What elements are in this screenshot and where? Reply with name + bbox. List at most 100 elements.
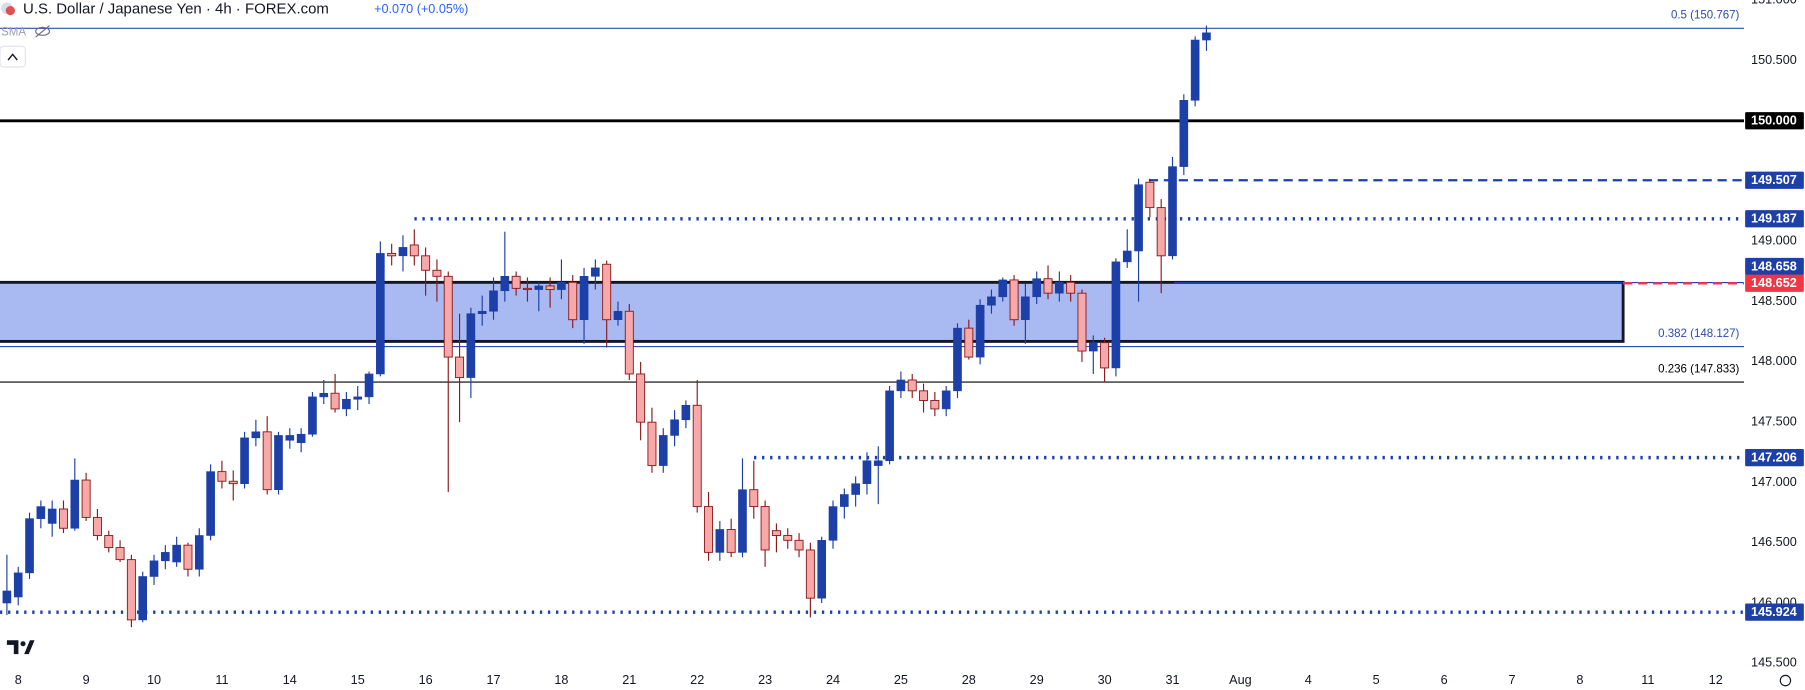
- y-tick-label: 149.000: [1751, 234, 1797, 248]
- y-tick-label: 150.500: [1751, 53, 1797, 67]
- candle-body: [1111, 261, 1121, 369]
- candle-body: [194, 535, 204, 570]
- candle-body: [149, 560, 159, 577]
- candle-body: [138, 576, 148, 621]
- level-label-box: [1745, 171, 1804, 189]
- x-tick-label: 17: [486, 673, 500, 687]
- candle-body: [342, 398, 351, 410]
- candle-body: [81, 479, 91, 518]
- y-tick-label: 148.500: [1751, 294, 1797, 308]
- candle-body: [1088, 342, 1098, 352]
- candle-body: [975, 304, 985, 358]
- level-label: 145.924: [1751, 605, 1797, 619]
- level-label: 149.507: [1751, 173, 1797, 187]
- candle-body: [47, 508, 57, 524]
- visibility-icon[interactable]: [35, 25, 51, 38]
- candle-body: [115, 547, 125, 561]
- candle-body: [104, 535, 114, 549]
- candle-body: [771, 530, 781, 536]
- price-axis: 145.500146.000146.500147.000147.500148.0…: [1745, 0, 1804, 687]
- legend-header: U.S. Dollar / Japanese Yen · 4h · FOREX.…: [0, 0, 468, 68]
- candle-body: [466, 313, 476, 378]
- candle-body: [987, 296, 996, 306]
- candle-body: [783, 535, 793, 541]
- candle-body: [13, 572, 23, 598]
- x-tick-label: 29: [1030, 673, 1044, 687]
- x-tick-label: 24: [826, 673, 840, 687]
- candle-body: [907, 379, 917, 392]
- candle-body: [964, 327, 974, 358]
- level-label: 148.658: [1751, 259, 1797, 273]
- candle-body: [511, 275, 521, 289]
- x-tick-label: 22: [690, 673, 704, 687]
- x-tick-label: 10: [147, 673, 161, 687]
- candle-body: [840, 494, 849, 507]
- x-tick-label: 15: [351, 673, 365, 687]
- y-tick-label: 151.000: [1751, 0, 1797, 7]
- candle-body: [636, 373, 646, 423]
- fib-label: 0.382 (148.127): [1658, 328, 1739, 340]
- x-tick-label: 11: [1641, 673, 1654, 687]
- level-label-box: [1745, 210, 1804, 228]
- candle-body: [500, 276, 510, 292]
- x-tick-label: 31: [1165, 673, 1179, 687]
- y-tick-label: 145.500: [1751, 656, 1797, 670]
- level-label-box: [1745, 448, 1804, 467]
- candle-body: [25, 518, 34, 574]
- candle-body: [953, 327, 962, 392]
- candle-body: [794, 539, 804, 551]
- candle-body: [421, 255, 431, 271]
- level-label: 147.206: [1751, 451, 1797, 465]
- candle-body: [274, 435, 283, 490]
- candle-body: [1043, 278, 1053, 294]
- level-label-box: [1745, 257, 1804, 276]
- candle-body: [443, 275, 453, 358]
- candle-body: [330, 392, 340, 410]
- chart-title[interactable]: U.S. Dollar / Japanese Yen · 4h · FOREX.…: [23, 0, 329, 17]
- indicator-label[interactable]: SMA: [1, 27, 26, 39]
- candle-body: [228, 480, 238, 485]
- candle-body: [126, 559, 136, 621]
- candle-body: [2, 590, 12, 604]
- candle-body: [1179, 100, 1189, 167]
- x-tick-label: 21: [622, 673, 636, 687]
- symbol-icon: [5, 5, 15, 16]
- candle-body: [851, 483, 860, 495]
- candle-body: [376, 253, 385, 375]
- candle-body: [58, 508, 68, 529]
- x-tick-label: 16: [419, 673, 433, 687]
- candle-body: [613, 310, 623, 320]
- candle-body: [624, 310, 634, 375]
- candle-body: [658, 435, 668, 466]
- x-tick-label: 11: [215, 673, 228, 687]
- candle-body: [1145, 181, 1155, 209]
- candle-body: [285, 435, 295, 441]
- level-label: 149.187: [1751, 212, 1797, 226]
- candle-body: [262, 431, 272, 491]
- candle-body: [738, 489, 747, 553]
- fib-label: 0.5 (150.767): [1671, 10, 1740, 22]
- candle-body: [545, 285, 555, 291]
- candle-body: [1134, 184, 1143, 252]
- collapse-button[interactable]: [0, 45, 26, 68]
- candle-body: [240, 437, 249, 484]
- candle-body: [217, 471, 227, 482]
- x-tick-label: 12: [1709, 673, 1723, 687]
- candle-body: [364, 373, 374, 398]
- candle-body: [602, 263, 612, 321]
- candle-body: [760, 506, 770, 551]
- x-tick-label: 6: [1441, 673, 1448, 687]
- candle-body: [670, 419, 679, 436]
- candle-body: [896, 379, 906, 392]
- candle-body: [172, 544, 181, 563]
- candle-body: [534, 285, 544, 290]
- candle-body: [398, 247, 408, 257]
- candle-body: [409, 244, 419, 257]
- candle-body: [1100, 342, 1110, 369]
- x-tick-label: 23: [758, 673, 772, 687]
- y-tick-label: 148.000: [1751, 354, 1797, 368]
- candle-body: [36, 506, 46, 519]
- level-label: 148.652: [1751, 276, 1797, 290]
- candle-body: [206, 471, 215, 536]
- settings-icon: [1779, 674, 1792, 687]
